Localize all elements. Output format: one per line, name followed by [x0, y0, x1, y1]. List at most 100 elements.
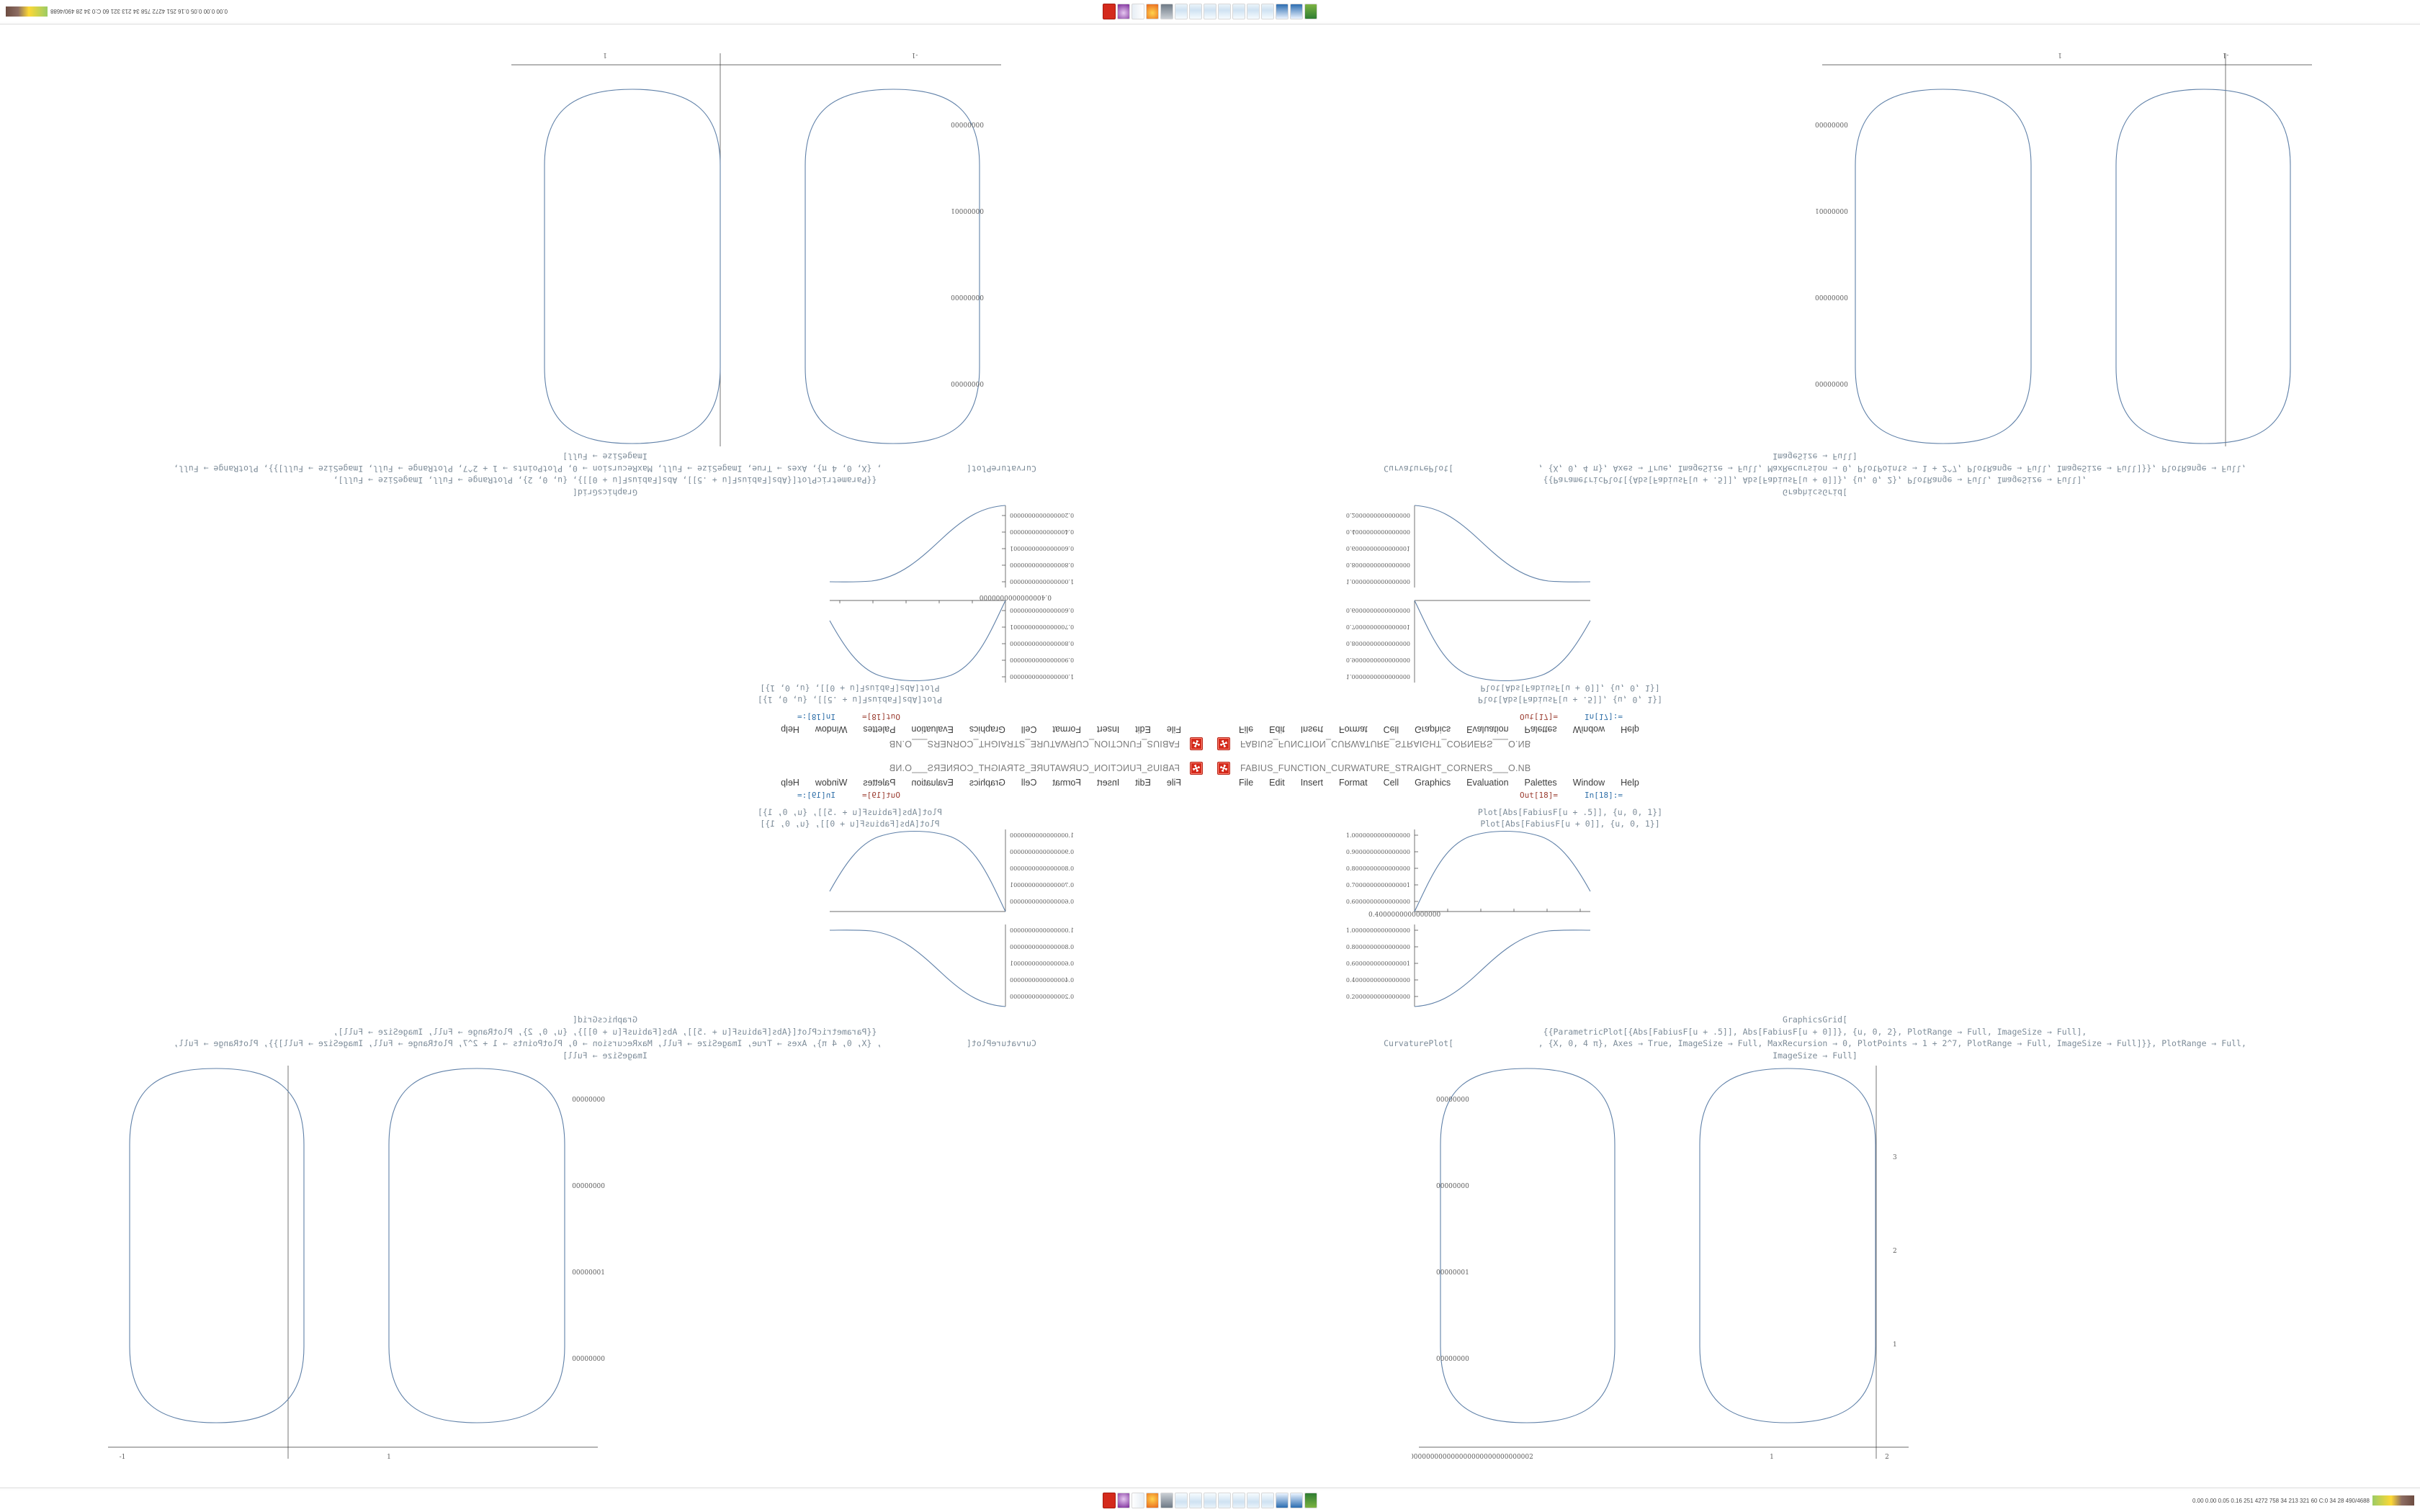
tab-strip-top-right[interactable]: FABIUS_FUNCTION_CURWATURE_STRAIGHT_CORNE… [0, 736, 1203, 752]
terminal-icon[interactable] [1160, 4, 1173, 19]
menu-item-help[interactable]: Help [1621, 724, 1639, 734]
window-icon-3[interactable] [1204, 1493, 1216, 1508]
tab-strip-bottom-left[interactable]: FABIUS_FUNCTION_CURWATURE_STRAIGHT_CORNE… [0, 760, 1203, 776]
cell-graphicsgrid-code-bottom-mirror[interactable]: GraphicsGrid[ {{ParametricPlot[{Abs[Fabi… [0, 1014, 1210, 1062]
menu-item-help[interactable]: Help [1621, 778, 1639, 788]
menu-item-insert[interactable]: Insert [1300, 778, 1323, 788]
window-icon-4[interactable] [1218, 1493, 1231, 1508]
menu-item-palettes[interactable]: Palettes [863, 778, 896, 788]
code-gg-l0[interactable]: GraphicsGrid[ [1782, 487, 1847, 498]
close-icon[interactable] [1190, 737, 1203, 750]
cell-graphicsgrid-code-top-mirror[interactable]: GraphicsGrid[ {{ParametricPlot[{Abs[Fabi… [1210, 450, 2420, 498]
code-line-plot-half[interactable]: Plot[Abs[FabiusF[u + .5]], {u, 0, 1}] [1477, 807, 1663, 817]
menu-item-window[interactable]: Window [815, 724, 848, 734]
window-icon-7[interactable] [1261, 4, 1274, 19]
menu-item-help[interactable]: Help [781, 778, 799, 788]
menu-item-window[interactable]: Window [815, 778, 848, 788]
firefox-icon[interactable] [1146, 1493, 1159, 1508]
code-gg-l2[interactable]: CurvaturePlot[ , {X, 0, 4 π}, Axes → Tru… [174, 1038, 1036, 1049]
code-line-plot-half[interactable]: Plot[Abs[FabiusF[u + .5]], {u, 0, 1}] [757, 695, 943, 705]
menu-item-cell[interactable]: Cell [1383, 778, 1399, 788]
taskbar-items-top[interactable] [1102, 4, 1318, 19]
settings-icon[interactable] [1290, 1493, 1303, 1508]
media-player-icon[interactable] [1117, 1493, 1130, 1508]
cell-graphicsgrid-code-top[interactable]: GraphicsGrid[ {{ParametricPlot[{Abs[Fabi… [0, 450, 1210, 498]
code-gg-l0[interactable]: GraphicsGrid[ [573, 487, 638, 498]
menu-bar-bottom-left[interactable]: File Edit Insert Format Cell Graphics Ev… [0, 776, 1181, 789]
menu-item-insert[interactable]: Insert [1097, 724, 1120, 734]
window-icon-3[interactable] [1204, 4, 1216, 19]
code-gg-l0b[interactable]: GraphicsGrid[ [1782, 1014, 1847, 1025]
menu-item-format[interactable]: Format [1052, 778, 1082, 788]
close-icon[interactable] [1217, 737, 1230, 750]
taskbar-bottom[interactable]: 0.00 0.00 0.05 0.16 251 4272 758 34 213 … [0, 1490, 2420, 1511]
calendar-icon[interactable] [1304, 1493, 1317, 1508]
window-icon-2[interactable] [1189, 1493, 1202, 1508]
menu-item-format[interactable]: Format [1338, 724, 1368, 734]
code-gg-l3b[interactable]: ImageSize → Full] [1773, 1050, 1857, 1061]
menu-item-file[interactable]: File [1239, 778, 1254, 788]
menu-item-edit[interactable]: Edit [1135, 778, 1151, 788]
code-gg-l1[interactable]: {{ParametricPlot[{Abs[FabiusF[u + .5]], … [333, 475, 877, 486]
menu-item-palettes[interactable]: Palettes [1524, 724, 1557, 734]
menu-item-cell[interactable]: Cell [1021, 778, 1037, 788]
window-icon-7[interactable] [1261, 1493, 1274, 1508]
close-icon[interactable] [1217, 762, 1230, 775]
menu-item-cell[interactable]: Cell [1021, 724, 1037, 734]
calendar-icon[interactable] [1304, 4, 1317, 19]
menu-item-cell[interactable]: Cell [1383, 724, 1399, 734]
tab-strip-top-left[interactable]: FABIUS_FUNCTION_CURWATURE_STRAIGHT_CORNE… [1217, 736, 2420, 752]
menu-item-edit[interactable]: Edit [1269, 778, 1285, 788]
terminal-icon[interactable] [1160, 1493, 1173, 1508]
menu-item-window[interactable]: Window [1572, 724, 1605, 734]
window-icon-5[interactable] [1232, 1493, 1245, 1508]
menu-item-help[interactable]: Help [781, 724, 799, 734]
menu-item-format[interactable]: Format [1052, 724, 1082, 734]
menu-bar-top-left[interactable]: File Edit Insert Format Cell Graphics Ev… [1239, 723, 2420, 736]
code-line-plot-half[interactable]: Plot[Abs[FabiusF[u + .5]], {u, 0, 1}] [1477, 695, 1663, 705]
menu-item-edit[interactable]: Edit [1135, 724, 1151, 734]
menu-bar-bottom-right[interactable]: File Edit Insert Format Cell Graphics Ev… [1239, 776, 2420, 789]
tab-label-0[interactable]: FABIUS_FUNCTION_CURWATURE_STRAIGHT_CORNE… [889, 739, 1180, 749]
menu-item-evaluation[interactable]: Evaluation [1466, 724, 1509, 734]
menu-item-insert[interactable]: Insert [1097, 778, 1120, 788]
tab-label-0[interactable]: FABIUS_FUNCTION_CURWATURE_STRAIGHT_CORNE… [1240, 763, 1531, 773]
menu-item-insert[interactable]: Insert [1300, 724, 1323, 734]
code-gg-l1b[interactable]: {{ParametricPlot[{Abs[FabiusF[u + .5]], … [1543, 1026, 2087, 1037]
code-gg-l1[interactable]: {{ParametricPlot[{Abs[FabiusF[u + .5]], … [1543, 475, 2087, 486]
code-gg-l1[interactable]: {{ParametricPlot[{Abs[FabiusF[u + .5]], … [333, 1026, 877, 1037]
tab-label-1[interactable]: FABIUS_FUNCTION_CURWATURE_STRAIGHT_CORNE… [1240, 739, 1531, 749]
tab-strip-bottom-right[interactable]: FABIUS_FUNCTION_CURWATURE_STRAIGHT_CORNE… [1217, 760, 2420, 776]
menu-item-evaluation[interactable]: Evaluation [911, 778, 954, 788]
code-line-plot-zero[interactable]: Plot[Abs[FabiusF[u + 0]], {u, 0, 1}] [1480, 819, 1660, 829]
menu-item-edit[interactable]: Edit [1269, 724, 1285, 734]
settings-icon[interactable] [1290, 4, 1303, 19]
code-gg-l2[interactable]: CurvaturePlot[ , {X, 0, 4 π}, Axes → Tru… [1384, 463, 2246, 474]
document-icon[interactable] [1131, 1493, 1144, 1508]
menu-item-file[interactable]: File [1166, 778, 1181, 788]
taskbar-top[interactable]: 0.00 0.00 0.05 0.16 251 4272 758 34 213 … [0, 1, 2420, 22]
window-icon-6[interactable] [1247, 4, 1260, 19]
menu-item-file[interactable]: File [1239, 724, 1254, 734]
calculator-icon[interactable] [1276, 1493, 1289, 1508]
wolfram-app-icon[interactable] [1103, 1493, 1116, 1508]
code-gg-l2[interactable]: CurvaturePlot[ , {X, 0, 4 π}, Axes → Tru… [174, 463, 1036, 474]
window-icon-1[interactable] [1175, 4, 1188, 19]
firefox-icon[interactable] [1146, 4, 1159, 19]
window-icon-2[interactable] [1189, 4, 1202, 19]
calculator-icon[interactable] [1276, 4, 1289, 19]
window-icon-5[interactable] [1232, 4, 1245, 19]
document-icon[interactable] [1131, 4, 1144, 19]
menu-item-graphics[interactable]: Graphics [1415, 778, 1451, 788]
menu-item-graphics[interactable]: Graphics [1415, 724, 1451, 734]
window-icon-6[interactable] [1247, 1493, 1260, 1508]
menu-item-window[interactable]: Window [1572, 778, 1605, 788]
menu-item-file[interactable]: File [1166, 724, 1181, 734]
code-gg-l2b[interactable]: CurvaturePlot[ , {X, 0, 4 π}, Axes → Tru… [1384, 1038, 2246, 1049]
code-line-plot-half[interactable]: Plot[Abs[FabiusF[u + .5]], {u, 0, 1}] [757, 807, 943, 817]
taskbar-items-bottom[interactable] [1102, 1493, 1318, 1508]
menu-item-palettes[interactable]: Palettes [1524, 778, 1557, 788]
menu-item-evaluation[interactable]: Evaluation [1466, 778, 1509, 788]
menu-item-graphics[interactable]: Graphics [969, 778, 1005, 788]
menu-item-format[interactable]: Format [1338, 778, 1368, 788]
